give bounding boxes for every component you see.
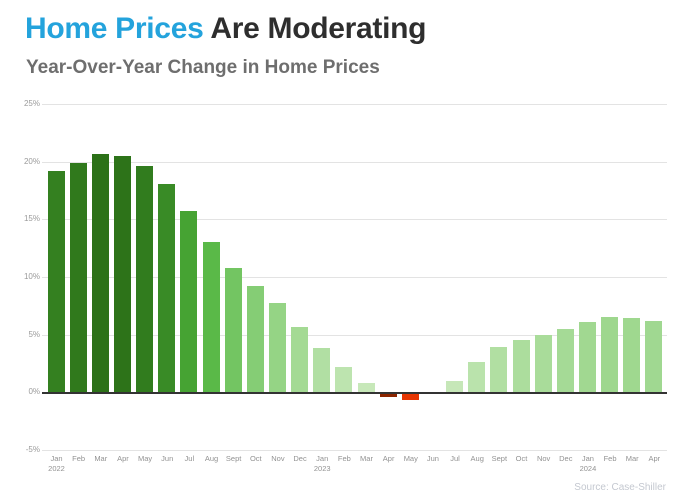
title-accent: Home Prices bbox=[25, 12, 204, 45]
bar bbox=[91, 153, 109, 393]
y-tick-label: 15% bbox=[23, 214, 40, 224]
x-tick-label: Nov bbox=[271, 454, 285, 463]
x-tick-label: Dec bbox=[293, 454, 307, 463]
bar bbox=[468, 362, 486, 393]
bar bbox=[379, 394, 397, 397]
x-year-label: 2024 bbox=[579, 464, 597, 473]
x-tick-label: Mar bbox=[360, 454, 373, 463]
gridline bbox=[42, 219, 667, 221]
gridline bbox=[42, 334, 667, 336]
bar bbox=[357, 383, 375, 393]
x-tick-label: May bbox=[403, 454, 418, 463]
x-tick-label: Mar bbox=[94, 454, 108, 463]
gridline bbox=[42, 276, 667, 278]
bar bbox=[69, 162, 87, 393]
bar bbox=[446, 380, 464, 393]
x-tick-label: Jul bbox=[450, 454, 460, 463]
bar bbox=[512, 340, 530, 393]
x-tick-label: Feb bbox=[72, 454, 86, 463]
x-tick-label: Jun bbox=[161, 454, 174, 463]
bar bbox=[645, 320, 663, 393]
x-tick-label: Jan bbox=[50, 454, 63, 463]
x-tick-label: Apr bbox=[648, 454, 661, 463]
x-tick-label: Dec bbox=[559, 454, 573, 463]
x-tick-label: Jul bbox=[184, 454, 195, 463]
x-tick-label: Sept bbox=[491, 454, 508, 463]
bar bbox=[556, 328, 574, 393]
x-axis-line bbox=[42, 392, 667, 395]
bar bbox=[401, 394, 419, 400]
x-tick-label: May bbox=[137, 454, 153, 463]
bar bbox=[623, 318, 641, 393]
gridline bbox=[42, 161, 667, 163]
bar bbox=[114, 155, 131, 393]
bar bbox=[490, 347, 508, 393]
bar bbox=[313, 348, 331, 393]
bar bbox=[202, 242, 220, 393]
x-tick-label: Feb bbox=[603, 454, 617, 463]
x-tick-label: Feb bbox=[337, 454, 351, 463]
bar bbox=[246, 286, 264, 393]
chart-subtitle: Year-Over-Year Change in Home Prices bbox=[26, 57, 380, 78]
x-tick-label: Jan bbox=[581, 454, 594, 463]
y-tick-label: -5% bbox=[25, 444, 40, 454]
x-tick-label: Oct bbox=[249, 454, 262, 463]
bar bbox=[180, 211, 198, 393]
x-tick-label: Jun bbox=[426, 454, 439, 463]
bar bbox=[579, 321, 596, 393]
x-tick-label: Oct bbox=[515, 454, 528, 463]
bar bbox=[158, 183, 176, 393]
y-tick-label: 20% bbox=[23, 156, 40, 166]
gridline bbox=[42, 104, 667, 105]
bar bbox=[534, 334, 552, 393]
bar bbox=[224, 267, 242, 393]
x-tick-label: Apr bbox=[382, 454, 395, 463]
x-tick-label: Jan bbox=[316, 454, 329, 463]
bar bbox=[601, 317, 619, 393]
x-tick-label: Apr bbox=[117, 454, 129, 463]
x-year-label: 2022 bbox=[48, 464, 65, 473]
y-tick-label: 5% bbox=[28, 329, 40, 339]
page-title: Home Prices Are Moderating bbox=[25, 12, 427, 46]
y-tick-label: 0% bbox=[28, 387, 40, 397]
x-tick-label: Mar bbox=[625, 454, 639, 463]
x-tick-label: Sept bbox=[225, 454, 242, 463]
x-tick-label: Nov bbox=[536, 454, 551, 463]
y-tick-label: 25% bbox=[23, 99, 40, 108]
x-tick-label: Aug bbox=[204, 454, 219, 463]
gridline bbox=[42, 449, 667, 451]
bar bbox=[291, 326, 309, 393]
bar bbox=[136, 166, 154, 393]
x-tick-label: Aug bbox=[470, 454, 484, 463]
x-year-label: 2023 bbox=[313, 464, 331, 473]
source-credit: Source: Case-Shiller bbox=[574, 482, 666, 493]
plot-area bbox=[42, 104, 667, 451]
y-tick-label: 10% bbox=[23, 271, 40, 281]
bar bbox=[47, 170, 65, 393]
bar bbox=[335, 366, 353, 393]
bar bbox=[269, 303, 286, 393]
title-rest: Are Moderating bbox=[203, 12, 427, 45]
